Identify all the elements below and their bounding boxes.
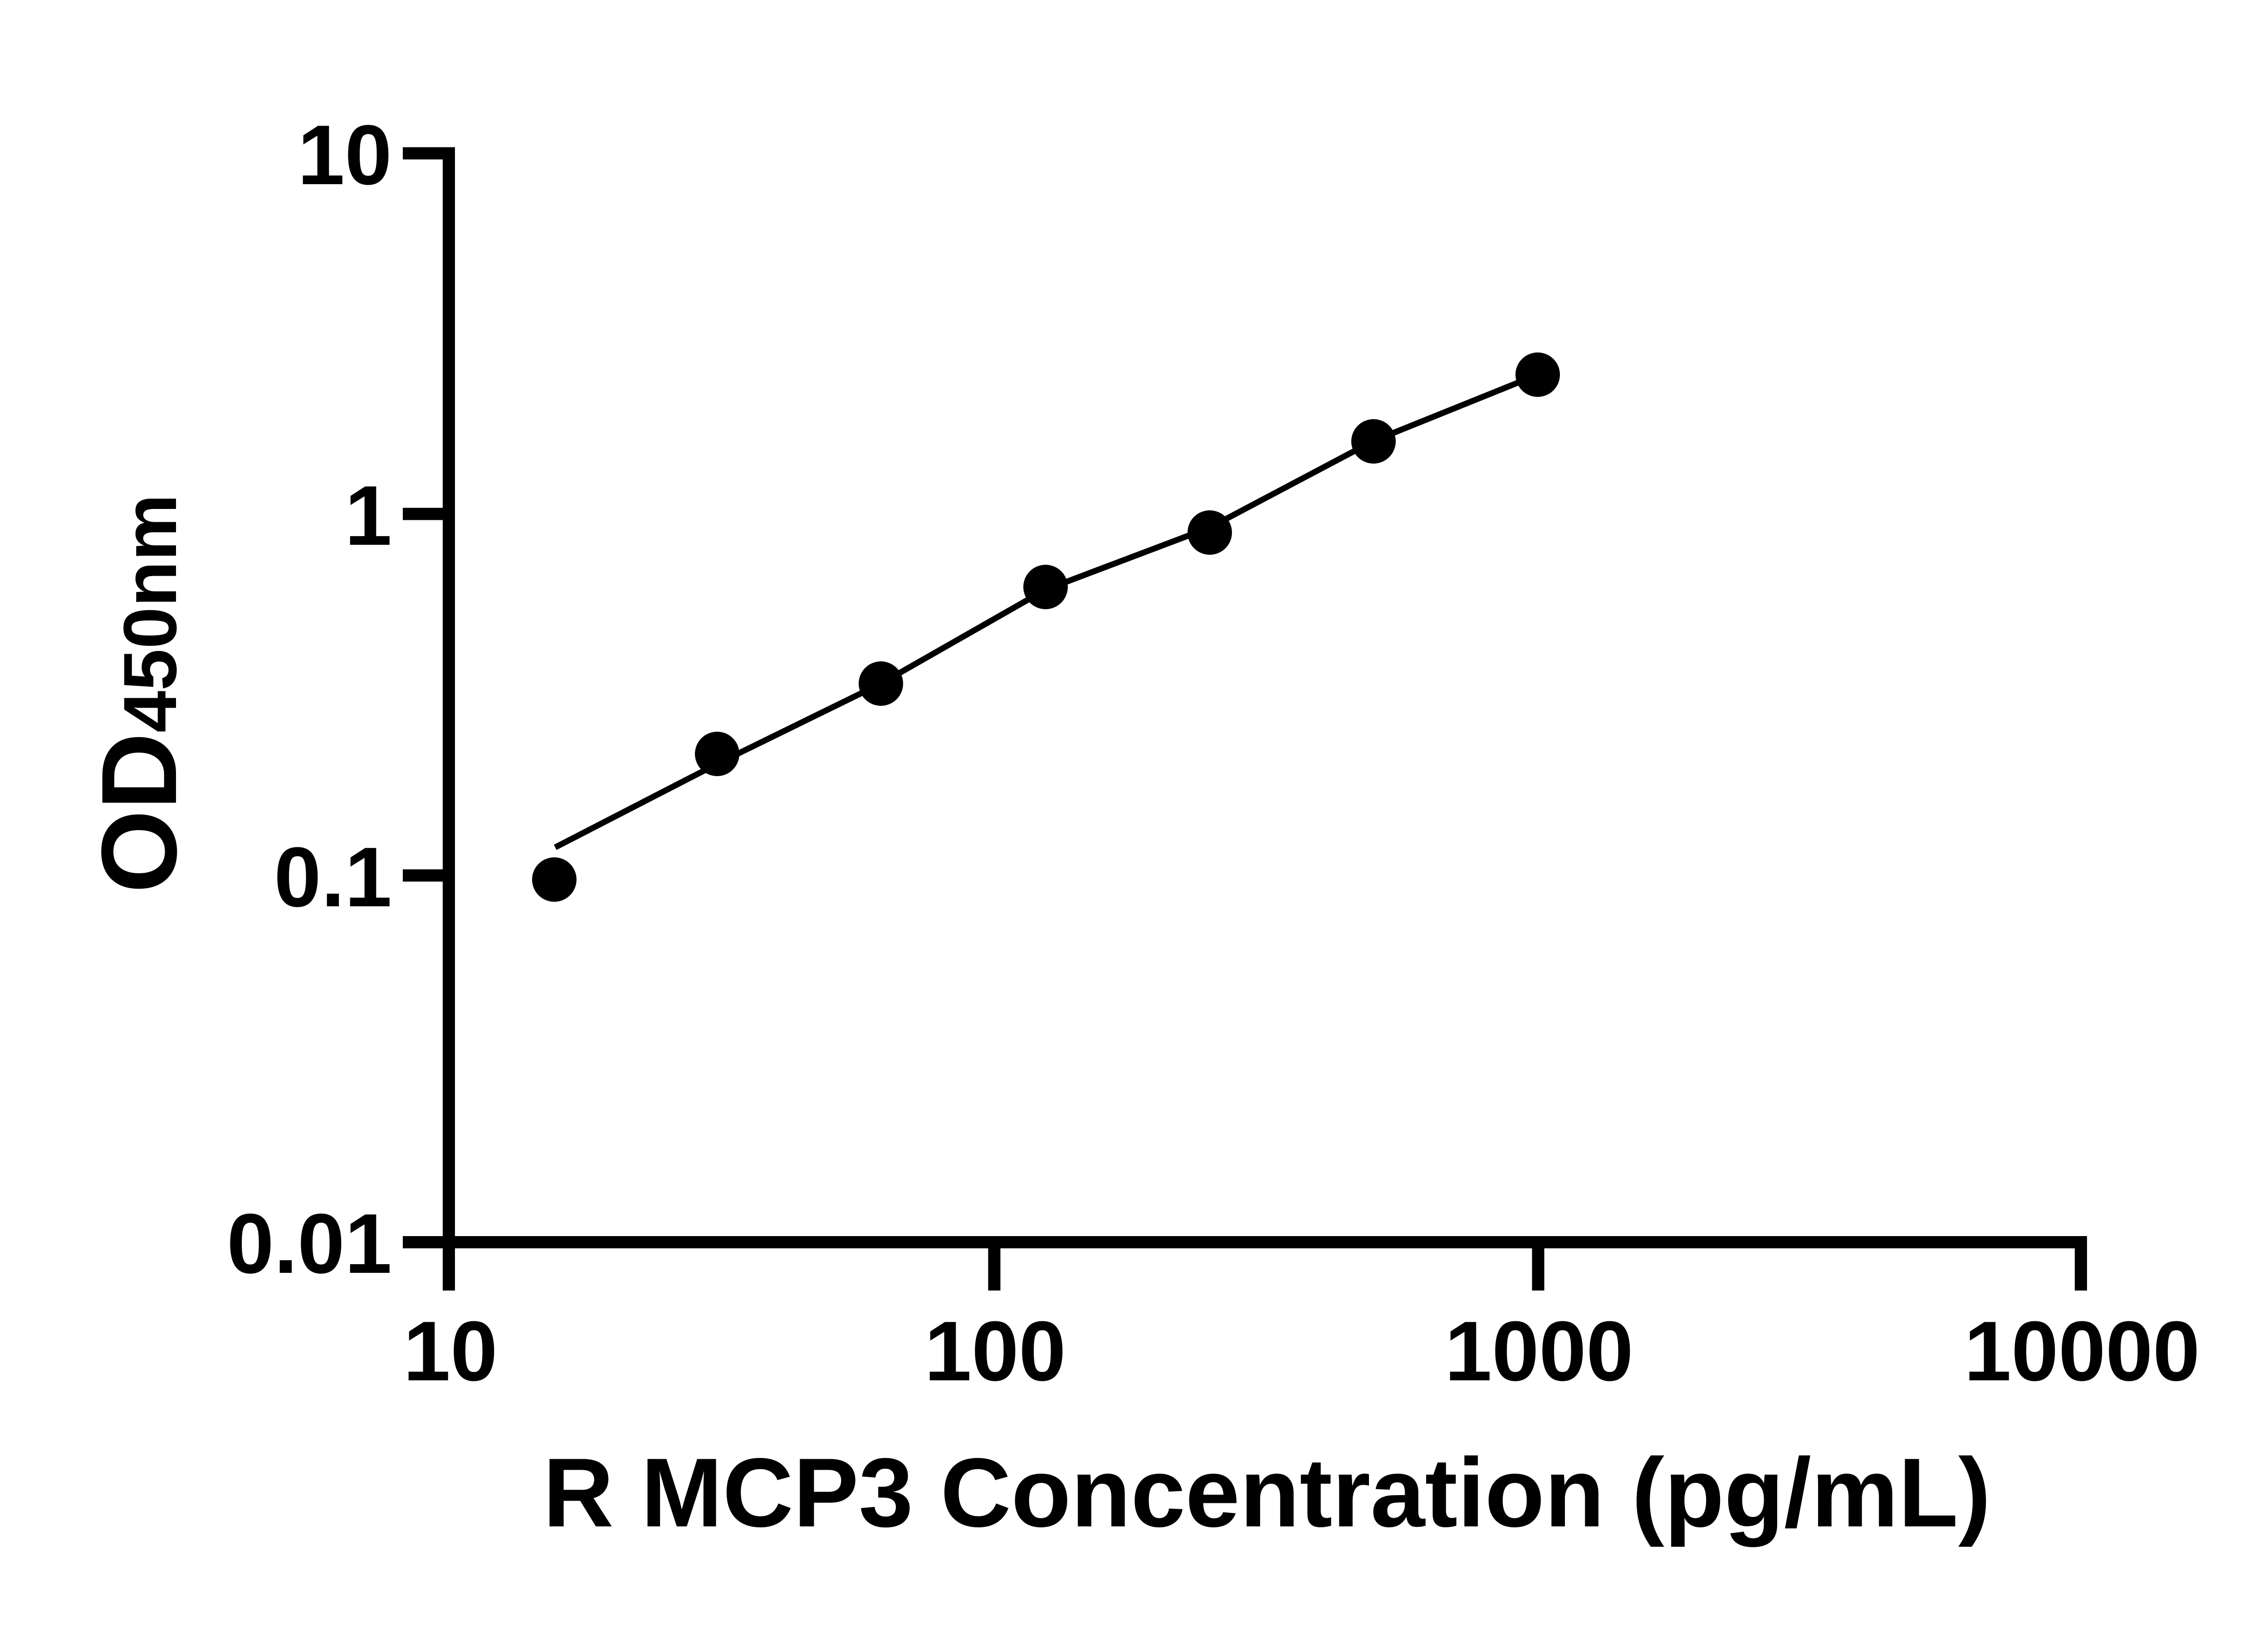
svg-text:0.1: 0.1 xyxy=(274,830,392,924)
svg-text:0.01: 0.01 xyxy=(227,1196,392,1291)
svg-text:1000: 1000 xyxy=(1445,1304,1633,1398)
svg-text:1: 1 xyxy=(345,468,392,563)
svg-text:10: 10 xyxy=(298,108,392,202)
svg-text:OD450nm: OD450nm xyxy=(79,494,199,893)
svg-text:100: 100 xyxy=(924,1304,1066,1398)
svg-text:10: 10 xyxy=(403,1304,498,1398)
svg-text:10000: 10000 xyxy=(1964,1304,2200,1398)
svg-text:R MCP3 Concentration (pg/mL): R MCP3 Concentration (pg/mL) xyxy=(543,1437,1991,1547)
